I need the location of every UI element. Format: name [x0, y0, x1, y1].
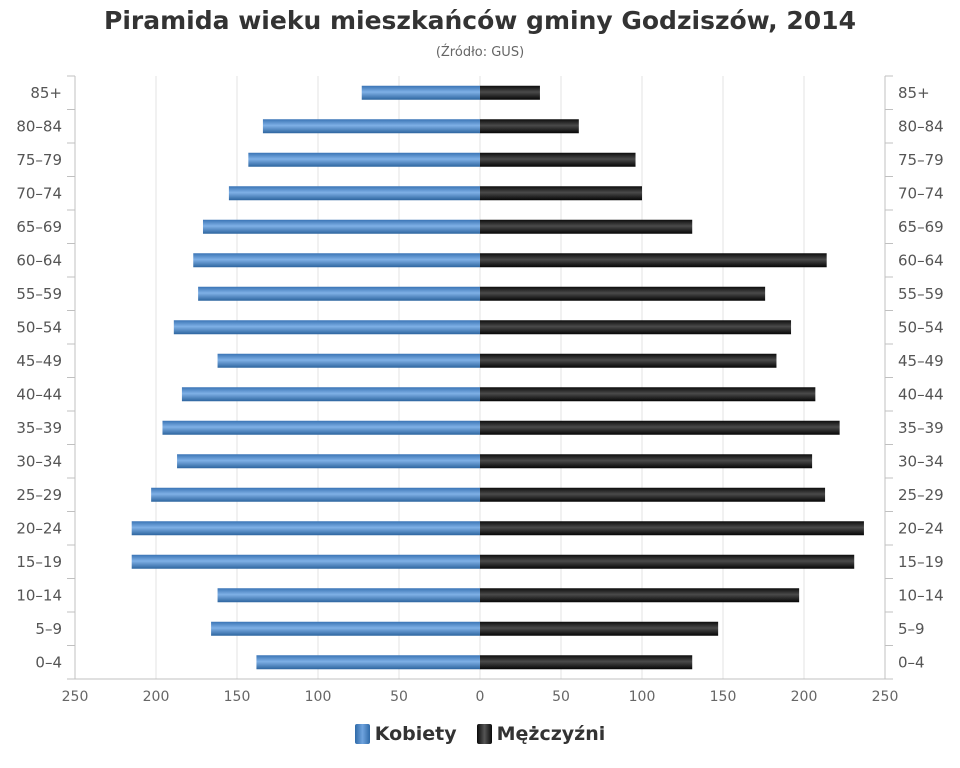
category-label-left: 10–14	[16, 586, 62, 604]
x-tick-label: 100	[629, 689, 656, 705]
bar-kobiety	[361, 85, 480, 100]
category-label-left: 50–54	[16, 318, 62, 336]
bar-kobiety	[162, 420, 481, 435]
category-label-right: 30–34	[898, 452, 944, 470]
category-label-right: 85+	[898, 84, 930, 102]
bar-mezczyzni	[480, 487, 826, 502]
category-label-left: 80–84	[16, 117, 62, 135]
legend-item-mezczyzni[interactable]: Mężczyźni	[476, 723, 606, 745]
x-tick-label: 250	[62, 689, 89, 705]
category-label-right: 0–4	[898, 653, 925, 671]
category-label-right: 35–39	[898, 419, 944, 437]
category-label-left: 5–9	[35, 620, 62, 638]
bar-mezczyzni	[480, 85, 540, 100]
bar-kobiety	[211, 621, 480, 636]
bar-kobiety	[198, 286, 480, 301]
bar-mezczyzni	[480, 320, 792, 335]
legend-swatch-kobiety	[354, 724, 370, 744]
category-label-right: 10–14	[898, 586, 944, 604]
category-label-left: 40–44	[16, 385, 62, 403]
category-label-right: 55–59	[898, 285, 944, 303]
pyramid-chart: 250 200 150 100 50 0 50 100 150 200 250 85+ 85+ 80–84…	[16, 75, 944, 705]
x-tick-label: 50	[552, 689, 570, 705]
bar-mezczyzni	[480, 521, 864, 536]
legend-label-kobiety: Kobiety	[374, 723, 457, 745]
category-label-left: 65–69	[16, 218, 62, 236]
bar-mezczyzni	[480, 420, 840, 435]
bar-kobiety	[177, 454, 480, 469]
bar-mezczyzni	[480, 186, 642, 201]
legend-item-kobiety[interactable]: Kobiety	[354, 723, 457, 745]
legend: Kobiety Mężczyźni	[0, 723, 960, 745]
legend-swatch-mezczyzni	[476, 724, 492, 744]
category-label-right: 5–9	[898, 620, 925, 638]
x-tick-label: 50	[390, 689, 408, 705]
x-tick-label: 150	[710, 689, 737, 705]
category-label-left: 20–24	[16, 519, 62, 537]
x-tick-label: 150	[224, 689, 251, 705]
bar-mezczyzni	[480, 353, 777, 368]
category-label-left: 0–4	[35, 653, 62, 671]
category-label-right: 80–84	[898, 117, 944, 135]
bar-kobiety	[193, 253, 480, 268]
bar-mezczyzni	[480, 655, 693, 670]
bar-kobiety	[217, 353, 480, 368]
category-label-left: 30–34	[16, 452, 62, 470]
bar-mezczyzni	[480, 454, 813, 469]
category-label-left: 75–79	[16, 151, 62, 169]
x-tick-label: 0	[476, 689, 485, 705]
category-label-left: 85+	[30, 84, 62, 102]
category-label-left: 25–29	[16, 486, 62, 504]
legend-label-mezczyzni: Mężczyźni	[496, 723, 606, 745]
category-label-right: 75–79	[898, 151, 944, 169]
category-label-right: 25–29	[898, 486, 944, 504]
bar-mezczyzni	[480, 286, 766, 301]
bar-kobiety	[202, 219, 481, 234]
bar-mezczyzni	[480, 219, 693, 234]
category-label-left: 60–64	[16, 251, 62, 269]
bar-mezczyzni	[480, 387, 816, 402]
bar-kobiety	[131, 554, 480, 569]
category-label-left: 15–19	[16, 553, 62, 571]
bar-kobiety	[131, 521, 480, 536]
bar-mezczyzni	[480, 621, 719, 636]
category-label-right: 20–24	[898, 519, 944, 537]
category-label-left: 70–74	[16, 184, 62, 202]
category-label-right: 50–54	[898, 318, 944, 336]
category-label-left: 55–59	[16, 285, 62, 303]
category-label-left: 35–39	[16, 419, 62, 437]
bar-kobiety	[181, 387, 481, 402]
x-tick-label: 200	[791, 689, 818, 705]
category-label-right: 45–49	[898, 352, 944, 370]
x-tick-label: 200	[143, 689, 170, 705]
bar-mezczyzni	[480, 588, 800, 603]
bar-kobiety	[228, 186, 480, 201]
bar-kobiety	[248, 152, 480, 167]
category-label-right: 70–74	[898, 184, 944, 202]
x-tick-label: 100	[305, 689, 332, 705]
bar-kobiety	[173, 320, 480, 335]
category-label-left: 45–49	[16, 352, 62, 370]
bar-mezczyzni	[480, 119, 579, 134]
x-tick-label: 250	[872, 689, 899, 705]
bar-kobiety	[256, 655, 480, 670]
bar-mezczyzni	[480, 152, 636, 167]
category-label-right: 65–69	[898, 218, 944, 236]
bar-mezczyzni	[480, 554, 855, 569]
bar-kobiety	[151, 487, 480, 502]
category-label-right: 60–64	[898, 251, 944, 269]
category-label-right: 40–44	[898, 385, 944, 403]
bar-mezczyzni	[480, 253, 827, 268]
bar-kobiety	[217, 588, 480, 603]
chart-title: Piramida wieku mieszkańców gminy Godzisz…	[104, 6, 856, 35]
chart-subtitle: (Źródło: GUS)	[435, 45, 525, 60]
bar-kobiety	[262, 119, 480, 134]
category-label-right: 15–19	[898, 553, 944, 571]
